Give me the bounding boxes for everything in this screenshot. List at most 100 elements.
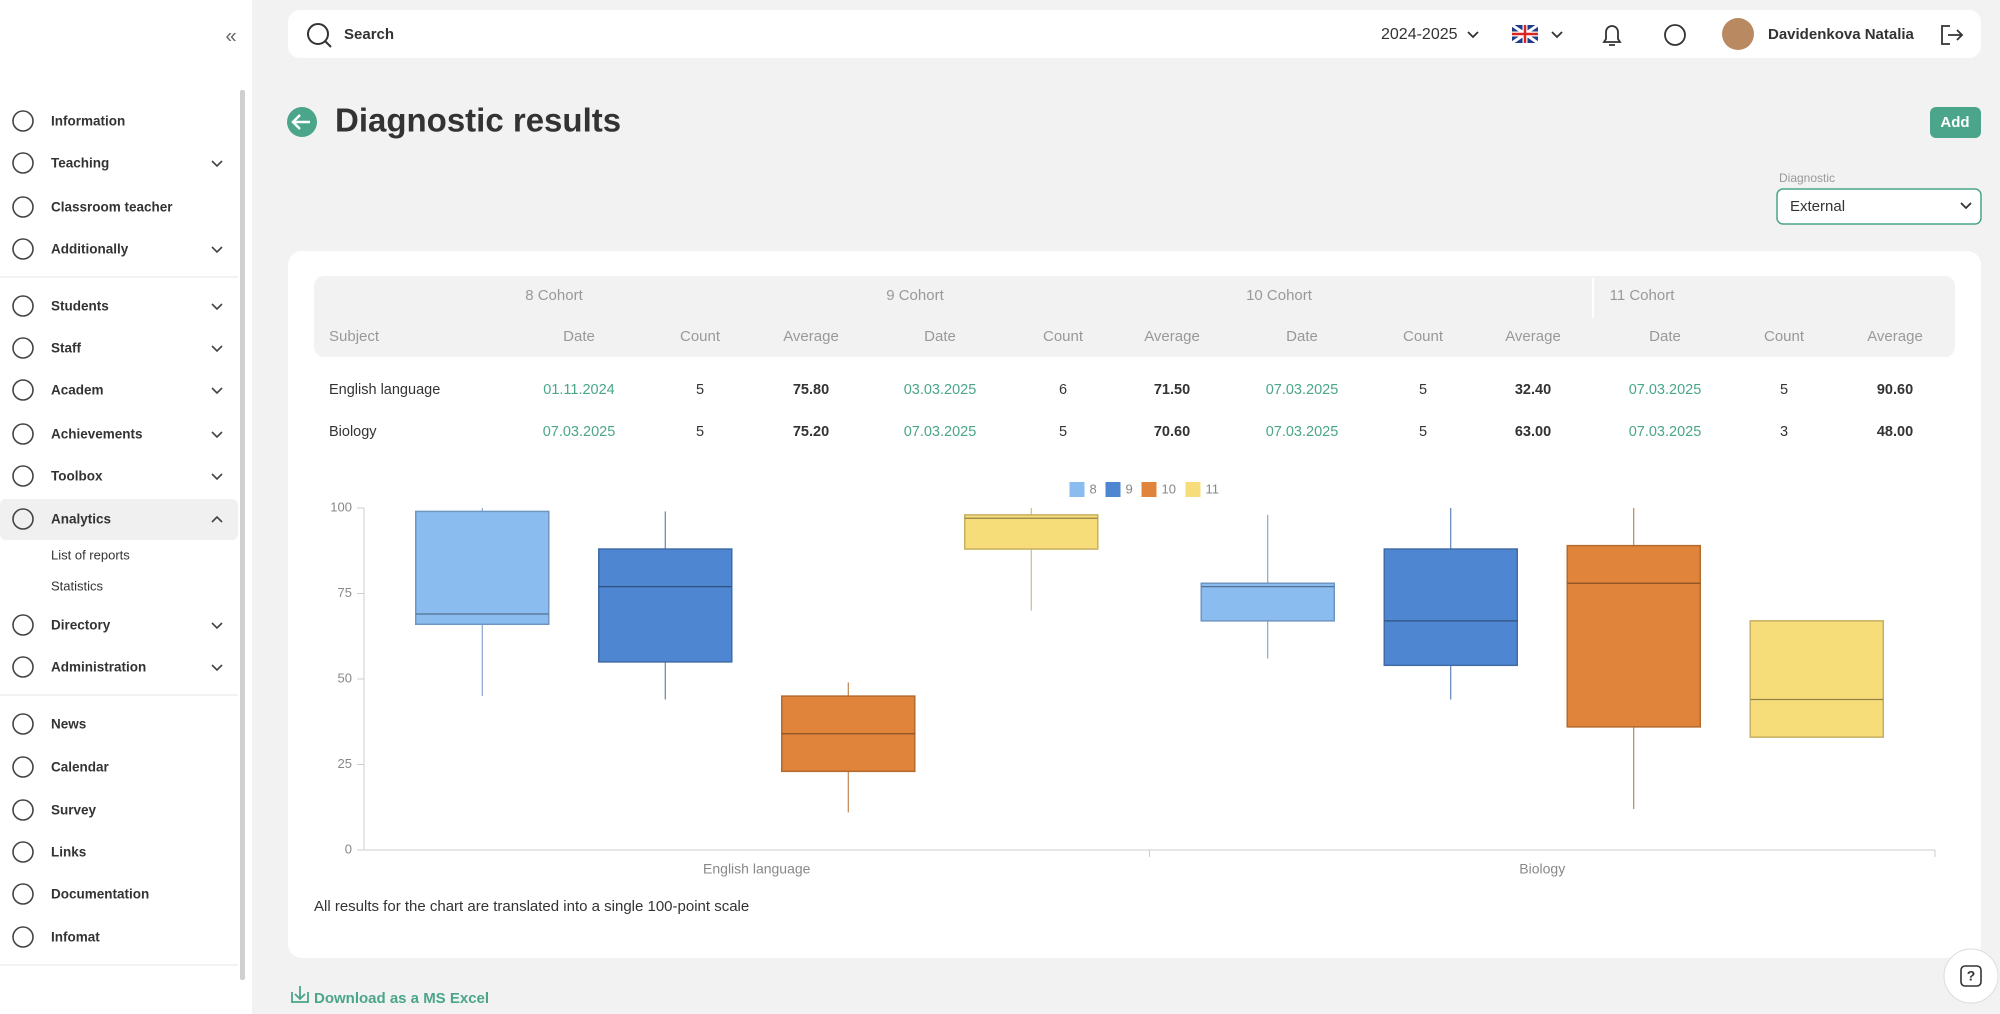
table-header-bg [314,276,1955,357]
submenu-item[interactable]: List of reports [51,547,130,562]
menu-item[interactable]: News [51,717,86,732]
menu-item[interactable]: Additionally [51,242,129,257]
menu-item[interactable]: Achievements [51,427,143,442]
count-cell: 5 [1419,424,1427,440]
average-cell: 71.50 [1154,382,1190,398]
menu-chevron [211,160,223,168]
date-cell[interactable]: 07.03.2025 [543,424,616,440]
legend-swatch[interactable] [1141,482,1157,497]
column-header: Date [1649,328,1681,345]
add-label[interactable]: Add [1940,114,1969,131]
year-chevron [1467,31,1479,39]
menu-chevron [211,303,223,311]
x-tick-label: Biology [1519,861,1565,877]
menu-item[interactable]: Survey [51,803,97,818]
download-link[interactable]: Download as a MS Excel [314,990,489,1007]
menu-item[interactable]: Directory [51,618,111,633]
menu-icon [12,196,34,218]
avatar[interactable] [1722,18,1754,50]
date-cell[interactable]: 07.03.2025 [1266,382,1339,398]
column-header: Count [1403,328,1444,345]
menu-item[interactable]: Academ [51,383,104,398]
menu-item[interactable]: Documentation [51,887,149,902]
search-input[interactable]: Search [344,26,394,43]
date-cell[interactable]: 03.03.2025 [904,382,977,398]
column-header: Average [1867,328,1923,345]
chart-note: All results for the chart are translated… [314,898,749,915]
box [415,510,550,626]
date-cell[interactable]: 07.03.2025 [1629,424,1702,440]
legend-swatch[interactable] [1105,482,1121,497]
count-cell: 5 [1780,382,1788,398]
menu-item[interactable]: Students [51,299,109,314]
menu-chevron [211,387,223,395]
help-label[interactable]: ? [1967,968,1976,984]
menu-item[interactable]: Teaching [51,156,109,171]
menu-item[interactable]: Calendar [51,760,110,775]
column-header: Date [924,328,956,345]
menu-chevron [211,246,223,254]
filter-value[interactable]: External [1790,198,1845,215]
menu-item[interactable]: Links [51,845,86,860]
menu-icon [12,465,34,487]
legend-label[interactable]: 10 [1162,481,1176,496]
legend-swatch[interactable] [1185,482,1201,497]
legend-label[interactable]: 8 [1090,481,1097,496]
user-name[interactable]: Davidenkova Natalia [1768,26,1915,43]
help-button[interactable] [1943,948,1999,1004]
flag-cross [1512,25,1538,43]
menu-item[interactable]: Information [51,114,125,129]
count-cell: 6 [1059,382,1067,398]
card [288,251,1981,958]
page-title: Diagnostic results [335,102,621,139]
logout-icon[interactable] [1941,25,1964,45]
count-cell: 5 [696,382,704,398]
column-header: Subject [329,328,380,345]
filter-select[interactable] [1776,188,1982,225]
menu-item[interactable]: Toolbox [51,469,103,484]
y-tick-label: 50 [338,670,352,685]
x-tick-label: English language [703,861,811,877]
menu-icon [12,295,34,317]
date-cell[interactable]: 01.11.2024 [543,382,615,398]
scrollbar [240,90,245,980]
menu-item[interactable]: Analytics [51,512,111,527]
menu-item[interactable]: Staff [51,341,82,356]
date-cell[interactable]: 07.03.2025 [1266,424,1339,440]
legend-label[interactable]: 9 [1126,481,1133,496]
menu-chevron [211,473,223,481]
add-button[interactable] [1930,107,1981,138]
menu-icon [12,238,34,260]
date-cell[interactable]: 07.03.2025 [904,424,977,440]
box [1566,544,1701,728]
column-header: Date [563,328,595,345]
column-header: Average [1144,328,1200,345]
count-cell: 5 [696,424,704,440]
year-select[interactable]: 2024-2025 [1381,26,1458,43]
y-tick-label: 75 [338,585,352,600]
menu-icon [12,713,34,735]
menu-icon [12,614,34,636]
box [964,514,1099,550]
menu-icon [12,841,34,863]
box [1200,582,1335,622]
menu-item[interactable]: Infomat [51,930,100,945]
menu-item[interactable]: Administration [51,660,146,675]
bell-icon[interactable] [1602,25,1622,46]
legend-label[interactable]: 11 [1206,481,1220,496]
y-tick-label: 0 [345,841,352,856]
back-arrow [291,114,310,130]
chat-icon[interactable] [1664,24,1686,46]
topbar [288,10,1981,58]
average-cell: 48.00 [1877,424,1913,440]
submenu-item[interactable]: Statistics [51,578,104,593]
cohort-header: 9 Cohort [886,287,944,304]
collapse-icon[interactable]: « [225,25,236,47]
column-header: Count [1043,328,1084,345]
date-cell[interactable]: 07.03.2025 [1629,382,1702,398]
menu-chevron [211,622,223,630]
menu-item[interactable]: Classroom teacher [51,200,173,215]
legend-swatch[interactable] [1069,482,1085,497]
menu-chevron [211,515,223,523]
average-cell: 63.00 [1515,424,1551,440]
